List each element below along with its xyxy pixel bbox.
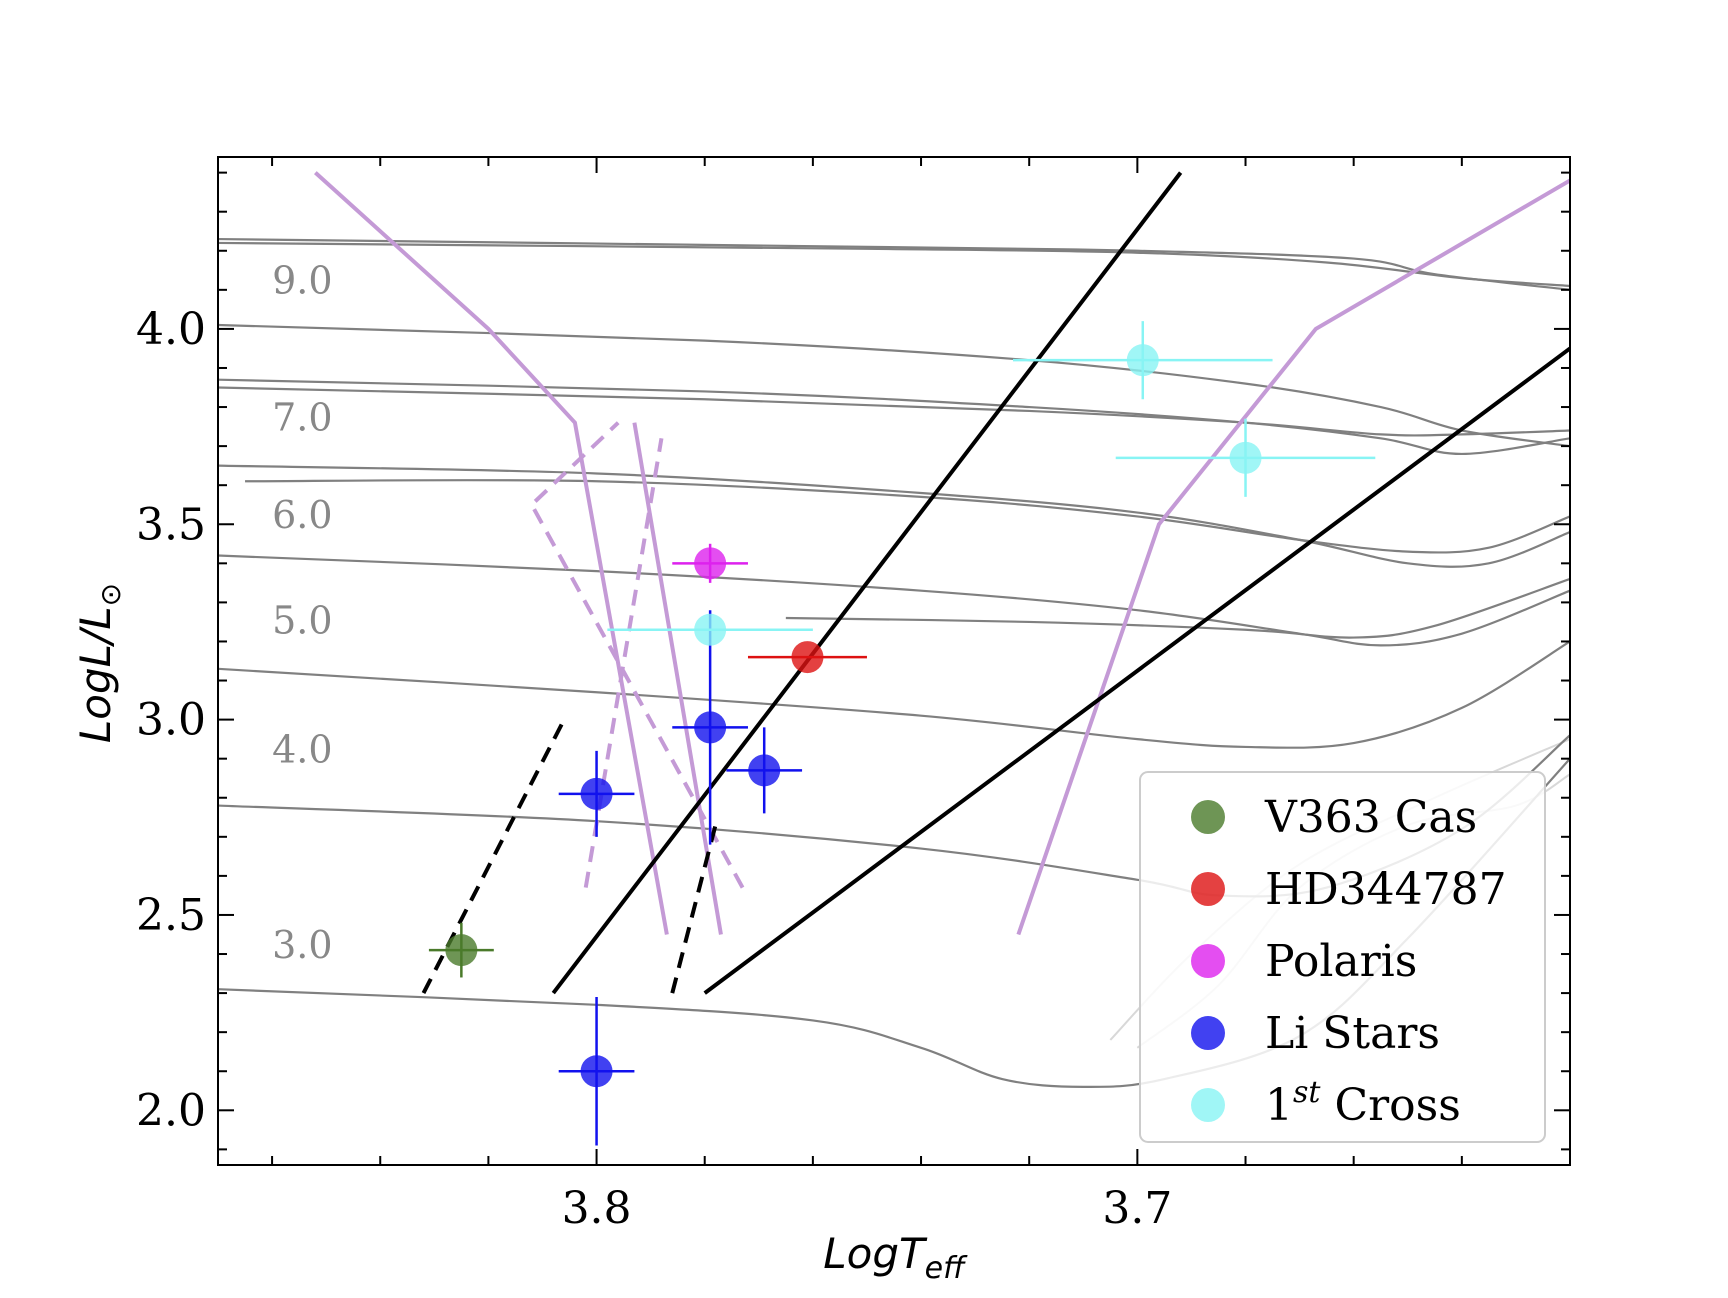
mass-label-2: 6.0 — [272, 493, 332, 537]
marker — [791, 641, 824, 674]
legend-label: V363 Cas — [1264, 792, 1477, 843]
legend-item-2: Polaris — [1191, 936, 1417, 987]
evolutionary-track-8 — [785, 577, 1570, 639]
data-point-0-0 — [428, 922, 494, 978]
mass-label-3: 5.0 — [272, 599, 332, 643]
data-point-3-0 — [558, 997, 635, 1146]
data-point-3-2 — [672, 610, 748, 845]
strip-edge-solid-1 — [632, 422, 723, 935]
x-tick-label: 3.7 — [1102, 1183, 1172, 1234]
evolutionary-track-7 — [218, 554, 1570, 647]
marker — [694, 613, 727, 646]
legend-item-4: 1st Cross — [1191, 1075, 1461, 1131]
y-tick-label: 3.5 — [136, 499, 206, 550]
axis-ticks: 3.8 3.7 2.0 2.5 3.0 3.5 4.0 — [136, 157, 1571, 1234]
legend-marker — [1191, 1088, 1225, 1122]
strip-edge-solid-0 — [314, 171, 669, 935]
x-axis-label: LogTeff — [823, 1229, 968, 1286]
black-strip-edge-dashed-0 — [421, 718, 566, 995]
evolutionary-track-6 — [245, 479, 1570, 554]
data-point-4-0 — [607, 613, 813, 646]
marker — [580, 777, 613, 810]
strip-edge-solid-2 — [1016, 178, 1570, 936]
marker — [1126, 344, 1159, 377]
y-tick-label: 4.0 — [136, 304, 206, 355]
x-axis-label-main: LogT — [823, 1229, 928, 1278]
x-axis-label-sub: eff — [925, 1251, 968, 1286]
black-strip-edge-1 — [703, 346, 1570, 995]
legend-item-3: Li Stars — [1191, 1008, 1440, 1059]
strip-edge-dashed-1 — [583, 437, 664, 888]
evolutionary-track-1 — [218, 241, 1570, 288]
mass-label-4: 4.0 — [272, 728, 332, 772]
legend-marker — [1191, 1016, 1225, 1050]
data-point-4-1 — [1115, 418, 1376, 497]
mass-label-0: 9.0 — [272, 259, 332, 303]
data-point-4-2 — [1012, 321, 1273, 400]
strip-edge-dashed-0 — [529, 421, 745, 889]
legend-label: 1st Cross — [1265, 1075, 1461, 1131]
data-point-1-0 — [747, 641, 867, 674]
evolutionary-track-0 — [218, 237, 1570, 291]
plot-frame — [217, 156, 1571, 1166]
marker — [1229, 441, 1262, 474]
legend-marker — [1191, 872, 1225, 906]
legend-item-1: HD344787 — [1191, 864, 1507, 915]
mass-label-1: 7.0 — [272, 395, 332, 439]
marker — [748, 754, 781, 787]
y-tick-label: 2.5 — [136, 890, 206, 941]
marker — [445, 934, 478, 967]
data-point-3-3 — [726, 727, 803, 814]
marker — [580, 1055, 613, 1088]
evolutionary-track-4 — [218, 386, 1570, 437]
evolutionary-track-9 — [218, 640, 1570, 749]
black-strip-edge-0 — [551, 171, 1183, 995]
mass-labels: 9.0 7.0 6.0 5.0 4.0 3.0 — [272, 259, 332, 967]
black-strip-edge-dashed-1 — [670, 824, 718, 994]
y-axis-label-main: LogL/L — [71, 606, 120, 743]
x-tick-label: 3.8 — [562, 1183, 632, 1234]
data-point-3-1 — [558, 750, 635, 837]
evolutionary-track-5 — [218, 464, 1570, 568]
instability-strips — [314, 171, 1570, 995]
legend: V363 Cas HD344787 Polaris Li Stars 1st Cross — [1139, 771, 1546, 1143]
legend-label: Li Stars — [1265, 1008, 1440, 1059]
evolutionary-track-2 — [218, 323, 1570, 448]
marker — [694, 711, 727, 744]
legend-label: HD344787 — [1265, 864, 1507, 915]
y-tick-label: 3.0 — [136, 695, 206, 746]
data-point-2-0 — [672, 543, 748, 583]
marker — [694, 547, 727, 580]
data-points — [428, 321, 1376, 1146]
legend-marker — [1191, 944, 1225, 978]
y-axis-label-sub: ⊙ — [94, 583, 127, 606]
y-axis-label: LogL/L⊙ — [71, 583, 127, 743]
legend-box — [1139, 771, 1546, 1143]
y-tick-label: 2.0 — [136, 1085, 206, 1136]
legend-item-0: V363 Cas — [1191, 792, 1477, 843]
evolutionary-track-3 — [218, 378, 1570, 456]
legend-marker — [1191, 800, 1225, 834]
mass-label-5: 3.0 — [272, 923, 332, 967]
legend-label: Polaris — [1265, 936, 1417, 987]
